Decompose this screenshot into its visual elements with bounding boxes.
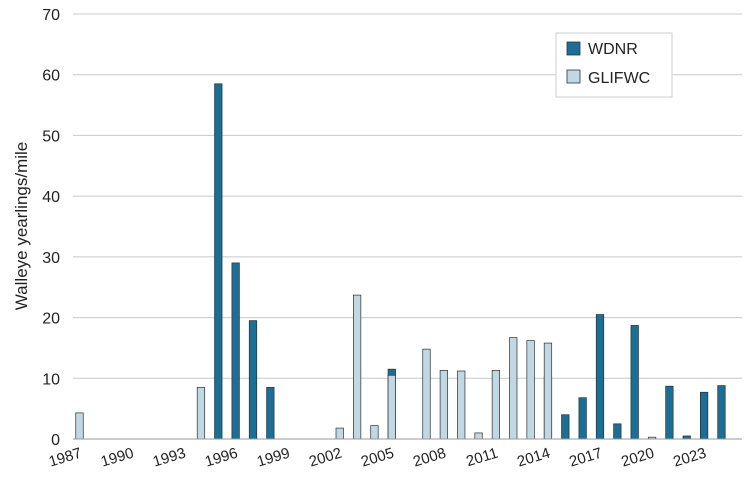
bar-glifwc-2008 xyxy=(439,370,448,440)
bar-glifwc-2003 xyxy=(353,294,362,440)
x-tick-label: 1999 xyxy=(255,445,292,471)
x-tick-label: 2020 xyxy=(619,445,656,471)
x-tick-label: 2017 xyxy=(567,445,604,471)
y-tick-label: 50 xyxy=(42,128,60,145)
bar-glifwc-2007 xyxy=(422,348,431,440)
bar-wdnr-2023 xyxy=(699,391,709,440)
y-axis-label: Walleye yearlings/mile xyxy=(12,142,31,310)
bar-wdnr-2024 xyxy=(717,385,726,440)
x-tick-label: 1990 xyxy=(99,445,136,471)
gridlines xyxy=(73,13,742,379)
bar-glifwc-2005 xyxy=(387,374,396,440)
y-tick-label: 30 xyxy=(42,250,60,267)
bar-wdnr-1998 xyxy=(266,387,275,440)
y-tick-label: 70 xyxy=(42,7,60,24)
bar-wdnr-1995 xyxy=(214,83,223,440)
bars xyxy=(75,83,726,440)
legend-label-glifwc: GLIFWC xyxy=(588,70,650,87)
x-tick-label: 2011 xyxy=(464,445,500,471)
bar-wdnr-2021 xyxy=(665,385,674,440)
x-axis-ticks: 1987 1990 1993 1996 1999 2002 2005 2008 2011 2014… xyxy=(47,445,708,471)
bar-glifwc-2013 xyxy=(526,340,535,440)
y-tick-label: 40 xyxy=(42,189,60,206)
bar-glifwc-2004 xyxy=(370,425,379,440)
x-tick-label: 2008 xyxy=(411,445,448,471)
bar-glifwc-2011 xyxy=(491,370,500,440)
x-tick-label: 2014 xyxy=(515,445,552,471)
legend-swatch-wdnr xyxy=(566,41,581,56)
bar-wdnr-1997 xyxy=(248,320,258,440)
bar-wdnr-2016 xyxy=(578,397,587,440)
bar-wdnr-1996 xyxy=(231,262,240,440)
legend: WDNR GLIFWC xyxy=(555,32,673,98)
bar-glifwc-2009 xyxy=(457,370,466,440)
x-tick-label: 2005 xyxy=(359,445,396,471)
x-tick-label: 1996 xyxy=(203,445,240,471)
y-tick-label: 20 xyxy=(42,311,60,328)
y-axis-ticks: 0 10 20 30 40 50 60 70 xyxy=(42,7,60,449)
bar-glifwc-2012 xyxy=(509,337,518,440)
bar-glifwc-1987 xyxy=(75,412,84,440)
x-tick-label: 1993 xyxy=(151,445,188,471)
bar-wdnr-2018 xyxy=(613,423,622,440)
bar-wdnr-2017 xyxy=(595,314,605,440)
y-tick-label: 60 xyxy=(42,68,60,85)
x-tick-label: 2023 xyxy=(671,445,708,471)
x-tick-label: 2002 xyxy=(307,445,344,471)
bar-wdnr-2015 xyxy=(561,414,570,440)
bar-glifwc-1994 xyxy=(196,387,206,440)
legend-swatch-glifwc xyxy=(566,69,581,84)
bar-glifwc-2002 xyxy=(335,427,344,440)
legend-label-wdnr: WDNR xyxy=(588,41,638,58)
bar-glifwc-2014 xyxy=(543,342,553,440)
bar-glifwc-2010 xyxy=(474,432,483,440)
bar-wdnr-2019 xyxy=(630,325,639,440)
y-tick-label: 10 xyxy=(42,371,60,388)
y-tick-label: 0 xyxy=(51,432,60,449)
